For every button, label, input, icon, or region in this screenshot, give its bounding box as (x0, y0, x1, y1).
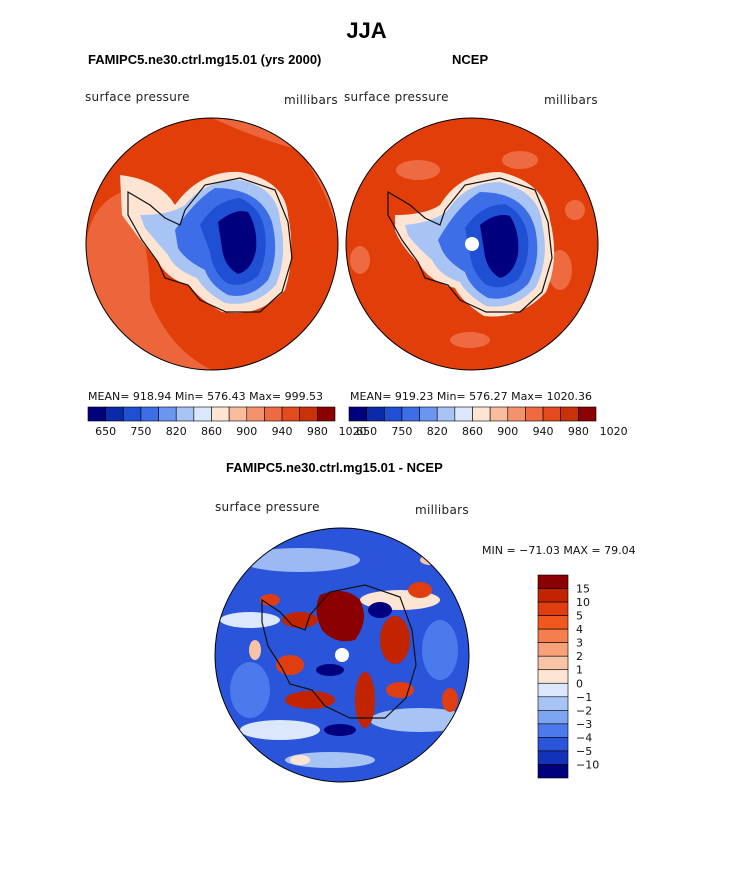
panel-diff-stats: MIN = −71.03 MAX = 79.04 (482, 544, 636, 557)
colorbar-diff-swatch (537, 601, 569, 616)
colorbar-diff-tick-label: −2 (576, 704, 592, 717)
colorbar-diff-tick-label: 3 (576, 637, 583, 650)
colorbar-right-swatch (507, 406, 526, 422)
colorbar-diff-tick-label: 10 (576, 596, 590, 609)
colorbar-left-tick-label: 900 (236, 425, 257, 438)
colorbar-left-swatch (246, 406, 265, 422)
colorbar-right-tick-label: 980 (568, 425, 589, 438)
colorbar-left-tick-label: 820 (166, 425, 187, 438)
colorbar-right-tick-label: 860 (462, 425, 483, 438)
colorbar-right-tick-label: 750 (391, 425, 412, 438)
colorbar-diff-swatch (537, 682, 569, 698)
colorbar-diff-swatch (537, 615, 569, 630)
colorbar-left-swatch (158, 406, 177, 422)
colorbar-right-swatch (542, 406, 562, 422)
panel-left-units: millibars (284, 93, 338, 107)
panel-diff-title: FAMIPC5.ne30.ctrl.mg15.01 - NCEP (226, 460, 443, 475)
panel-left-stats: MEAN= 918.94 Min= 576.43 Max= 999.53 (88, 390, 324, 403)
colorbar-right: 650 750 820 860 900 940 980 1020 (348, 406, 628, 438)
colorbar-left-swatch (281, 406, 301, 422)
colorbar-left-tick-label: 940 (272, 425, 293, 438)
colorbar-right-swatch (560, 406, 579, 422)
colorbar-diff-tick-label: 5 (576, 610, 583, 623)
colorbar-right-swatch (472, 406, 491, 422)
colorbar-diff-tick-label: −1 (576, 691, 592, 704)
figure-title: JJA (346, 18, 387, 43)
colorbar-left-tick-label: 650 (95, 425, 116, 438)
colorbar-left-tick-label: 980 (307, 425, 328, 438)
colorbar-right-tick-label: 900 (497, 425, 518, 438)
panel-diff-units: millibars (415, 503, 469, 517)
colorbar-right-swatch (578, 406, 597, 422)
colorbar-right-swatch (401, 406, 420, 422)
colorbar-left-tick-label: 1020 (339, 425, 367, 438)
colorbar-right-swatch (489, 406, 509, 422)
colorbar-diff-swatch (537, 628, 569, 643)
colorbar-diff-swatch (537, 710, 569, 725)
colorbar-left-swatch (140, 406, 159, 422)
colorbar-left: 650 750 820 860 900 940 980 1020 (87, 406, 367, 438)
colorbar-right-tick-label: 1020 (600, 425, 628, 438)
panel-left-title: FAMIPC5.ne30.ctrl.mg15.01 (yrs 2000) (88, 52, 322, 67)
colorbar-diff-tick-label: −3 (576, 718, 592, 731)
colorbar-right-tick-label: 650 (356, 425, 377, 438)
colorbar-diff-tick-label: 15 (576, 583, 590, 596)
colorbar-diff-tick-label: 1 (576, 664, 583, 677)
colorbar-right-swatch (419, 406, 438, 422)
colorbar-left-swatch (317, 406, 336, 422)
colorbar-diff-tick-label: 0 (576, 677, 583, 690)
colorbar-right-swatch (366, 406, 385, 422)
colorbar-left-swatch (175, 406, 195, 422)
panel-right-title: NCEP (452, 52, 489, 67)
colorbar-left-swatch (299, 406, 318, 422)
colorbar-left-tick-label: 860 (201, 425, 222, 438)
colorbar-diff-swatch (537, 750, 569, 765)
panel-right-variable: surface pressure (344, 90, 449, 104)
colorbar-right-tick-label: 940 (533, 425, 554, 438)
colorbar-diff-swatch (537, 737, 569, 752)
panel-right-stats: MEAN= 919.23 Min= 576.27 Max= 1020.36 (350, 390, 593, 403)
map-right (345, 117, 599, 371)
colorbar-diff-swatch (537, 764, 569, 779)
colorbar-left-swatch (228, 406, 248, 422)
colorbar-diff-tick-label: −5 (576, 745, 592, 758)
colorbar-diff-tick-label: −4 (576, 731, 592, 744)
colorbar-right-swatch (436, 406, 456, 422)
colorbar-left-swatch (211, 406, 230, 422)
colorbar-diff-swatch (537, 588, 569, 603)
colorbar-left-swatch (105, 406, 124, 422)
colorbar-right-swatch (383, 406, 403, 422)
colorbar-left-swatch (193, 406, 212, 422)
panel-right-units: millibars (544, 93, 598, 107)
colorbar-diff-swatch (537, 696, 569, 711)
colorbar-diff-tick-label: −10 (576, 758, 599, 771)
colorbar-left-swatch (87, 406, 106, 422)
colorbar-diff-swatch (537, 574, 569, 589)
panel-left-variable: surface pressure (85, 90, 190, 104)
map-diff (214, 527, 470, 783)
map-left (85, 117, 339, 371)
colorbar-diff-tick-label: 2 (576, 650, 583, 663)
colorbar-right-swatch (348, 406, 367, 422)
colorbar-right-swatch (454, 406, 473, 422)
colorbar-diff-swatch (537, 655, 569, 671)
colorbar-right-swatch (525, 406, 544, 422)
colorbar-diff-tick-label: 4 (576, 623, 583, 636)
panel-diff-variable: surface pressure (215, 500, 320, 514)
colorbar-left-tick-label: 750 (130, 425, 151, 438)
colorbar-diff-swatch (537, 669, 569, 684)
colorbar-right-tick-label: 820 (427, 425, 448, 438)
colorbar-diff-swatch (537, 723, 569, 738)
colorbar-left-swatch (122, 406, 142, 422)
colorbar-left-swatch (264, 406, 283, 422)
colorbar-diff-swatch (537, 642, 569, 657)
